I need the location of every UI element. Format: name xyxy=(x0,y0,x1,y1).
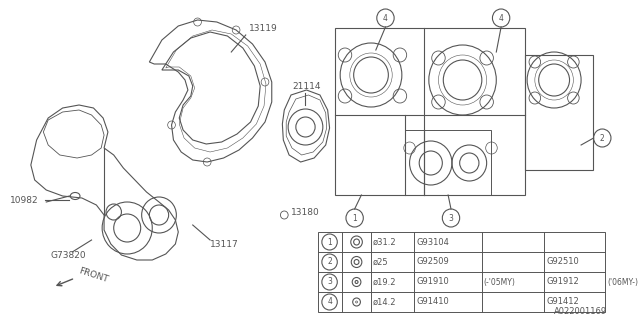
Text: 3: 3 xyxy=(449,213,453,222)
Text: 2: 2 xyxy=(327,258,332,267)
Text: ø14.2: ø14.2 xyxy=(373,298,396,307)
Text: ø31.2: ø31.2 xyxy=(373,237,397,246)
Text: 4: 4 xyxy=(383,13,388,22)
Text: 13180: 13180 xyxy=(291,207,320,217)
Text: 10982: 10982 xyxy=(10,196,38,204)
Text: ø19.2: ø19.2 xyxy=(373,277,396,286)
Text: G91912: G91912 xyxy=(547,277,579,286)
Text: FRONT: FRONT xyxy=(77,266,109,284)
Text: 1: 1 xyxy=(327,237,332,246)
Text: 13117: 13117 xyxy=(210,239,239,249)
Text: G91410: G91410 xyxy=(416,298,449,307)
Text: 4: 4 xyxy=(327,298,332,307)
Text: G91412: G91412 xyxy=(547,298,579,307)
Text: 1: 1 xyxy=(352,213,357,222)
Text: (-'05MY): (-'05MY) xyxy=(484,277,516,286)
Text: 2: 2 xyxy=(600,133,605,142)
Text: G73820: G73820 xyxy=(50,252,86,260)
Text: A022001169: A022001169 xyxy=(554,308,607,316)
Text: ø25: ø25 xyxy=(373,258,388,267)
Text: 4: 4 xyxy=(499,13,504,22)
Text: G91910: G91910 xyxy=(416,277,449,286)
Text: G92510: G92510 xyxy=(547,258,579,267)
Text: 21114: 21114 xyxy=(292,82,321,91)
Text: G93104: G93104 xyxy=(416,237,449,246)
Text: ('06MY-): ('06MY-) xyxy=(607,277,638,286)
Text: 3: 3 xyxy=(327,277,332,286)
Text: 13119: 13119 xyxy=(248,23,277,33)
Text: G92509: G92509 xyxy=(416,258,449,267)
